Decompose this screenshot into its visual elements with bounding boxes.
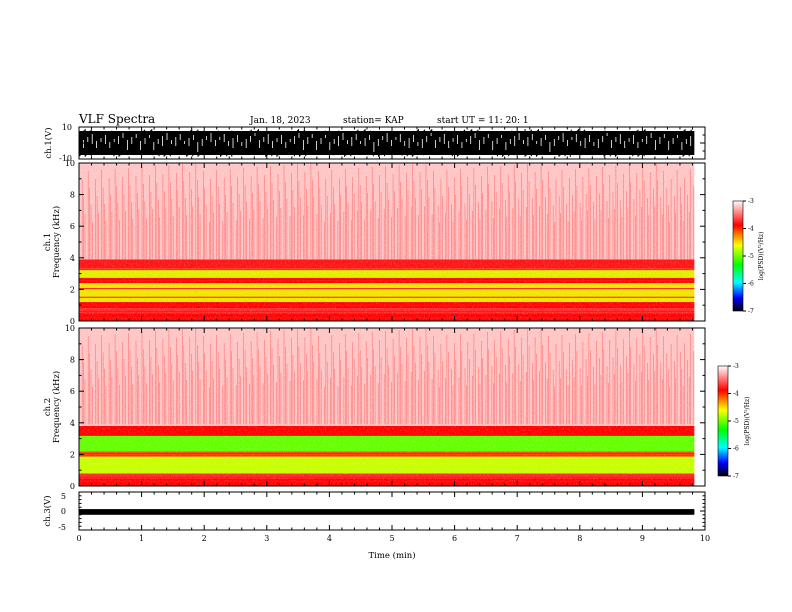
ch1-colorbar: -3 -4 -5 -6 -7 log(PSD)(V²/Hz) [732,198,765,315]
frequency-tick-label: 4 [70,254,75,263]
colorbar-tick-label: -4 [733,391,739,398]
header-date: Jan. 18, 2023 [249,116,311,126]
ch1-spectrogram-title: ch.1 [43,233,53,251]
ch1-waveform-ylabel: ch.1(V) [43,127,54,158]
ch1-waveform-trace [78,129,695,157]
ch1-waveform-panel: 10 -10 ch.1(V) [43,123,706,163]
time-tick-label: 1 [139,534,144,543]
time-tick-label: 0 [76,534,81,543]
colorbar-tick-label: -5 [748,253,754,260]
ch3-waveform-trace [79,509,695,515]
colorbar-tick-label: -3 [733,363,739,370]
frequency-tick-label: 0 [70,317,75,326]
ch3-waveform-ylabel: ch.3(V) [42,495,53,526]
figure-header: VLF Spectra Jan. 18, 2023 station= KAP s… [78,112,529,126]
time-tick-label: 4 [327,534,332,543]
ch2-colorbar-gradient [717,365,729,477]
frequency-tick-label: 4 [70,419,75,428]
ch3-waveform-panel: 5 0 -5 ch.3(V) 0 1 2 3 4 5 6 7 8 9 10 Time (min) [42,491,710,561]
frequency-tick-label: 6 [70,387,75,396]
time-tick-label: 2 [202,534,207,543]
frequency-tick-label: 0 [70,482,75,491]
ch3-ytick-mid: 0 [61,507,66,516]
ch1-colorbar-ticks: -3 -4 -5 -6 -7 [743,198,754,315]
figure-title: VLF Spectra [78,112,155,126]
frequency-tick-label: 6 [70,222,75,231]
header-station: station= KAP [343,116,404,126]
frequency-tick-label: 8 [70,191,75,200]
ch1-colorbar-gradient [732,200,744,312]
ch1-spectrogram-image [78,163,695,321]
ch1-colorbar-label: log(PSD)(V²/Hz) [758,232,765,281]
frequency-tick-label: 2 [70,285,75,294]
spectrogram-speckle [79,163,695,321]
time-axis-tick-labels: 0 1 2 3 4 5 6 7 8 9 10 [76,534,710,543]
ch1-ytick-top: 10 [62,123,72,132]
colorbar-tick-label: -3 [748,198,754,205]
time-tick-label: 6 [452,534,457,543]
colorbar-tick-label: -7 [748,308,754,315]
ch2-colorbar-ticks: -3 -4 -5 -6 -7 [728,363,739,480]
frequency-tick-label: 10 [65,324,75,333]
ch3-ytick-bottom: -5 [58,523,66,532]
ch2-colorbar-label: log(PSD)(V²/Hz) [744,397,751,446]
ch2-spectrogram-ticks: 0 2 4 6 8 10 [65,324,706,491]
ch1-frequency-ylabel: Frequency (kHz) [51,206,62,278]
ch3-waveform-band [79,509,695,515]
frequency-tick-label: 10 [65,159,75,168]
ch1-spectrogram-panel: 0 2 4 6 8 10 ch.1 Frequency (kHz) -3 -4 -5 -6 -7 … [43,159,765,326]
time-tick-label: 5 [389,534,394,543]
time-tick-label: 10 [700,534,710,543]
time-tick-label: 8 [577,534,582,543]
colorbar-tick-label: -4 [748,226,754,233]
colorbar-tick-label: -6 [748,281,754,288]
time-axis-label: Time (min) [368,550,415,561]
colorbar-tick-label: -5 [733,418,739,425]
time-tick-label: 7 [515,534,520,543]
spectrogram-speckle [79,328,695,486]
frequency-tick-label: 2 [70,450,75,459]
ch2-colorbar: -3 -4 -5 -6 -7 log(PSD)(V²/Hz) [717,363,751,480]
ch1-waveform-ticks [78,126,706,160]
ch1-ytick-bottom: -10 [59,154,72,163]
ch2-spectrogram-panel: 0 2 4 6 8 10 ch.2 Frequency (kHz) -3 -4 -5 -6 -7 … [43,324,751,491]
ch2-spectrogram-image [78,328,695,486]
ch2-spectrogram-title: ch.2 [43,398,53,416]
colorbar-tick-label: -6 [733,446,739,453]
header-start-time: start UT = 11: 20: 1 [437,116,529,126]
time-tick-label: 3 [264,534,269,543]
ch3-waveform-ticks [78,491,706,531]
time-tick-label: 9 [640,534,645,543]
ch3-ytick-top: 5 [61,492,66,501]
frequency-tick-label: 8 [70,356,75,365]
ch1-spectrogram-ticks: 0 2 4 6 8 10 [65,159,706,326]
colorbar-tick-label: -7 [733,473,739,480]
ch2-frequency-ylabel: Frequency (kHz) [51,371,62,443]
